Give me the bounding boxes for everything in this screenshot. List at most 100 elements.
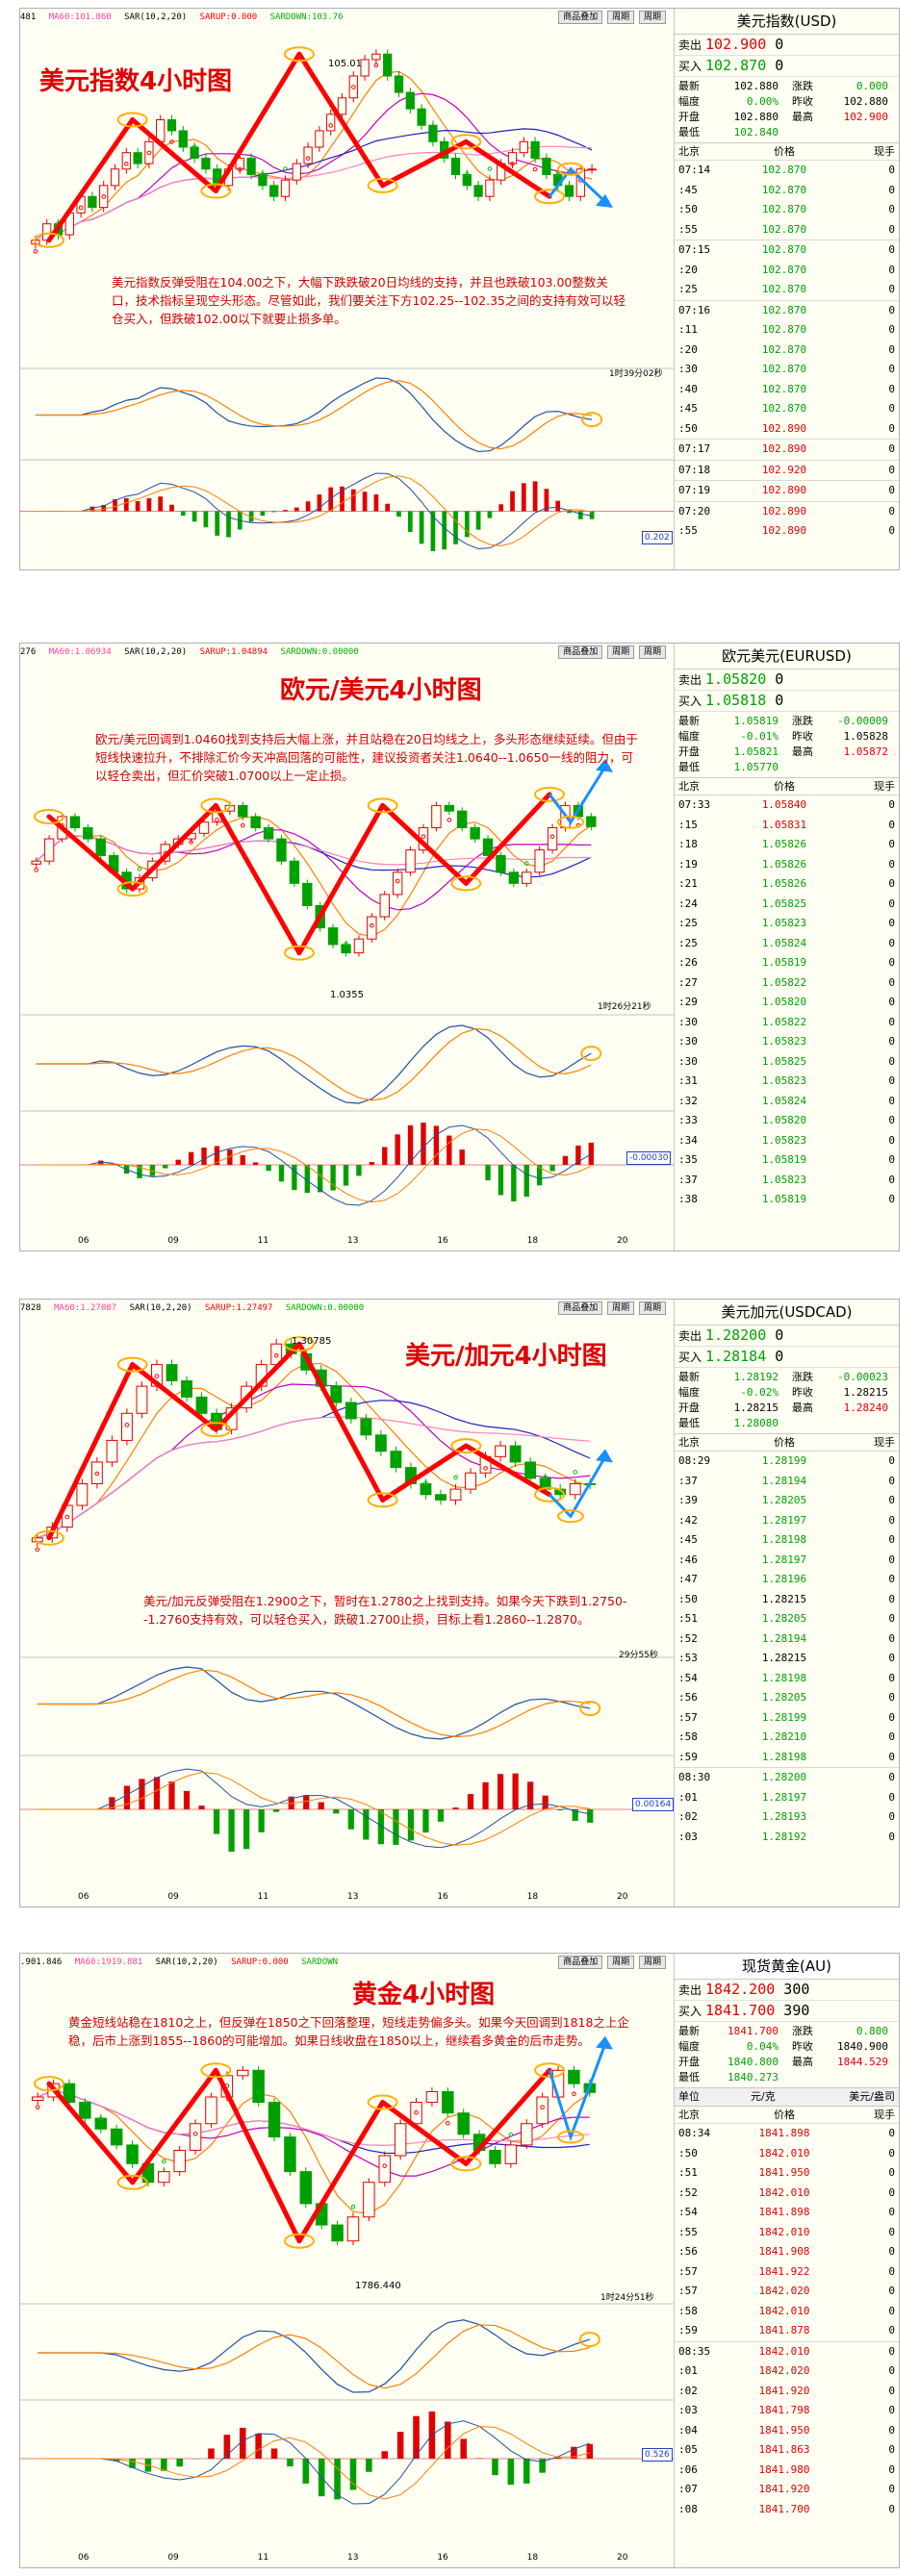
chart-area[interactable]: 481 MA60:101.860 SAR(10,2,20) SARUP:0.00… <box>20 9 675 569</box>
sell-price: 1842.200 <box>705 1981 776 1998</box>
chart-canvas[interactable] <box>20 1300 675 1907</box>
sell-line[interactable]: 卖出 1842.200 300 <box>675 1980 899 2001</box>
period-button-2[interactable]: 周期 <box>638 1301 666 1315</box>
sell-line[interactable]: 卖出 1.28200 0 <box>675 1326 899 1347</box>
candle-body <box>444 804 454 812</box>
stat-cell: -0.00009 <box>837 715 888 727</box>
buy-line[interactable]: 买入 1.28184 0 <box>675 1347 899 1368</box>
candle-body <box>238 804 248 818</box>
stat-cell <box>779 2070 813 2085</box>
candle-body <box>507 152 518 164</box>
overlay-button[interactable]: 商品叠加 <box>558 11 603 24</box>
chart-panel-usdcad: 7828 MA60:1.27087 SAR(10,2,20) SARUP:1.2… <box>19 1299 900 1907</box>
stat-row: 最低 1.28080 <box>678 1416 895 1431</box>
stat-cell: 0.00% <box>746 95 779 108</box>
period-button[interactable]: 周期 <box>607 1956 635 1969</box>
tick-row: :55 1842.010 0 <box>675 2223 899 2243</box>
sar-dot <box>350 2204 356 2210</box>
tick-list[interactable]: 08:29 1.28199 0:37 1.28194 0:39 1.28205 0:42 1.… <box>675 1451 899 1847</box>
sell-line[interactable]: 卖出 1.05820 0 <box>675 669 899 691</box>
tick-volume: 0 <box>888 2245 895 2258</box>
candle-body <box>235 157 244 170</box>
chart-canvas[interactable] <box>20 1954 675 2567</box>
period-button-2[interactable]: 周期 <box>638 11 666 24</box>
tick-volume: 0 <box>888 1631 895 1645</box>
pivot-circle <box>116 112 148 128</box>
tick-volume: 0 <box>888 838 895 850</box>
period-button[interactable]: 周期 <box>607 645 635 659</box>
tick-list[interactable]: 07:33 1.05840 0:15 1.05831 0:18 1.05826 0:19 1.… <box>675 795 899 1210</box>
tick-row: :03 1.28192 0 <box>675 1828 899 1848</box>
tick-time: :45 <box>678 183 698 196</box>
period-button-2[interactable]: 周期 <box>638 645 666 659</box>
tick-header: 北京 价格 现手 <box>678 1436 895 1449</box>
ma60-line <box>37 1416 591 1539</box>
buy-line[interactable]: 买入 102.870 0 <box>675 56 899 77</box>
indicator-0: 276 <box>20 647 37 657</box>
candle-body <box>190 146 199 159</box>
period-button-2[interactable]: 周期 <box>638 1956 666 1969</box>
sar-dot <box>78 205 84 211</box>
buy-line[interactable]: 买入 1841.700 390 <box>675 2001 899 2022</box>
stat-cell: 幅度 <box>678 95 700 108</box>
buy-line[interactable]: 买入 1.05818 0 <box>675 691 899 712</box>
sell-line[interactable]: 卖出 102.900 0 <box>675 35 899 56</box>
trend-arrow <box>213 1341 302 1432</box>
tick-volume: 0 <box>888 1533 895 1546</box>
period-button[interactable]: 周期 <box>607 11 635 24</box>
tick-price: 1.05826 <box>761 877 807 890</box>
tick-time: :38 <box>678 1193 698 1205</box>
tick-price: 1.28194 <box>761 1631 807 1645</box>
stat-cell: 最新 <box>678 2025 700 2037</box>
stat-cell: 最低 <box>678 1417 700 1429</box>
tick-time: :50 <box>678 1592 698 1605</box>
tick-time: :04 <box>678 2423 698 2437</box>
tick-time: 07:16 <box>678 303 711 316</box>
chart-area[interactable]: 276 MA60:1.06934 SAR(10,2,20) SARUP:1.04… <box>20 644 675 1250</box>
tick-time: 08:34 <box>678 2127 711 2139</box>
sar-dot <box>256 2089 261 2095</box>
overlay-button[interactable]: 商品叠加 <box>558 645 603 659</box>
candle-body <box>431 804 442 829</box>
trend-arrow <box>296 2100 386 2244</box>
candle-body <box>289 860 300 884</box>
tick-volume: 0 <box>888 1454 895 1467</box>
candle-body <box>263 827 274 840</box>
tick-row: :59 1841.878 0 <box>675 2321 899 2341</box>
period-button[interactable]: 周期 <box>607 1301 635 1315</box>
tick-list[interactable]: 07:14 102.870 0:45 102.870 0:50 102.870 0:55 10… <box>675 160 899 542</box>
sell-volume: 0 <box>775 1326 784 1344</box>
quote-title: 美元指数(USD) <box>675 9 899 35</box>
tick-volume: 0 <box>888 975 895 989</box>
tick-row: 08:34 1841.898 0 <box>675 2123 899 2144</box>
stat-cell: 1840.900 <box>837 2040 888 2053</box>
indicator-ma60: MA60:1.06934 <box>48 647 112 657</box>
chart-area[interactable]: .901.846 MA60:1919.881 SAR(10,2,20) SARU… <box>20 1954 675 2567</box>
sar-dot <box>189 840 193 845</box>
tick-volume: 0 <box>888 1193 895 1205</box>
tick-row: 08:35 1842.010 0 <box>675 2340 899 2362</box>
chart-canvas[interactable] <box>20 644 675 1250</box>
candle-body <box>379 894 390 918</box>
tick-volume: 0 <box>888 2423 895 2437</box>
unit-row[interactable]: 单位 元/克 美元/盎司 <box>675 2088 899 2107</box>
candle-body <box>405 91 415 110</box>
overlay-button[interactable]: 商品叠加 <box>558 1956 603 1969</box>
tick-price: 102.870 <box>761 402 807 415</box>
tick-volume: 0 <box>888 2166 895 2179</box>
chart-area[interactable]: 7828 MA60:1.27087 SAR(10,2,20) SARUP:1.2… <box>20 1300 675 1907</box>
tick-time: :55 <box>678 524 698 537</box>
unit-usd: 美元/盎司 <box>849 2090 895 2103</box>
indicator-sarup: SARUP:0.000 <box>231 1957 289 1967</box>
chart-canvas[interactable] <box>20 9 675 569</box>
tick-row: :55 102.870 0 <box>675 220 899 240</box>
tick-time: :59 <box>678 1750 698 1763</box>
stat-cell <box>813 760 888 775</box>
candle-body <box>392 871 403 896</box>
indicator-ma60: MA60:101.860 <box>48 13 112 22</box>
indicator-bar: .901.846 MA60:1919.881 SAR(10,2,20) SARU… <box>20 1954 674 1971</box>
tick-volume: 0 <box>888 504 895 518</box>
oscillator-d-line <box>38 2324 590 2389</box>
tick-list[interactable]: 08:34 1841.898 0:50 1842.010 0:51 1841.950 0:5… <box>675 2123 899 2519</box>
overlay-button[interactable]: 商品叠加 <box>558 1301 603 1315</box>
